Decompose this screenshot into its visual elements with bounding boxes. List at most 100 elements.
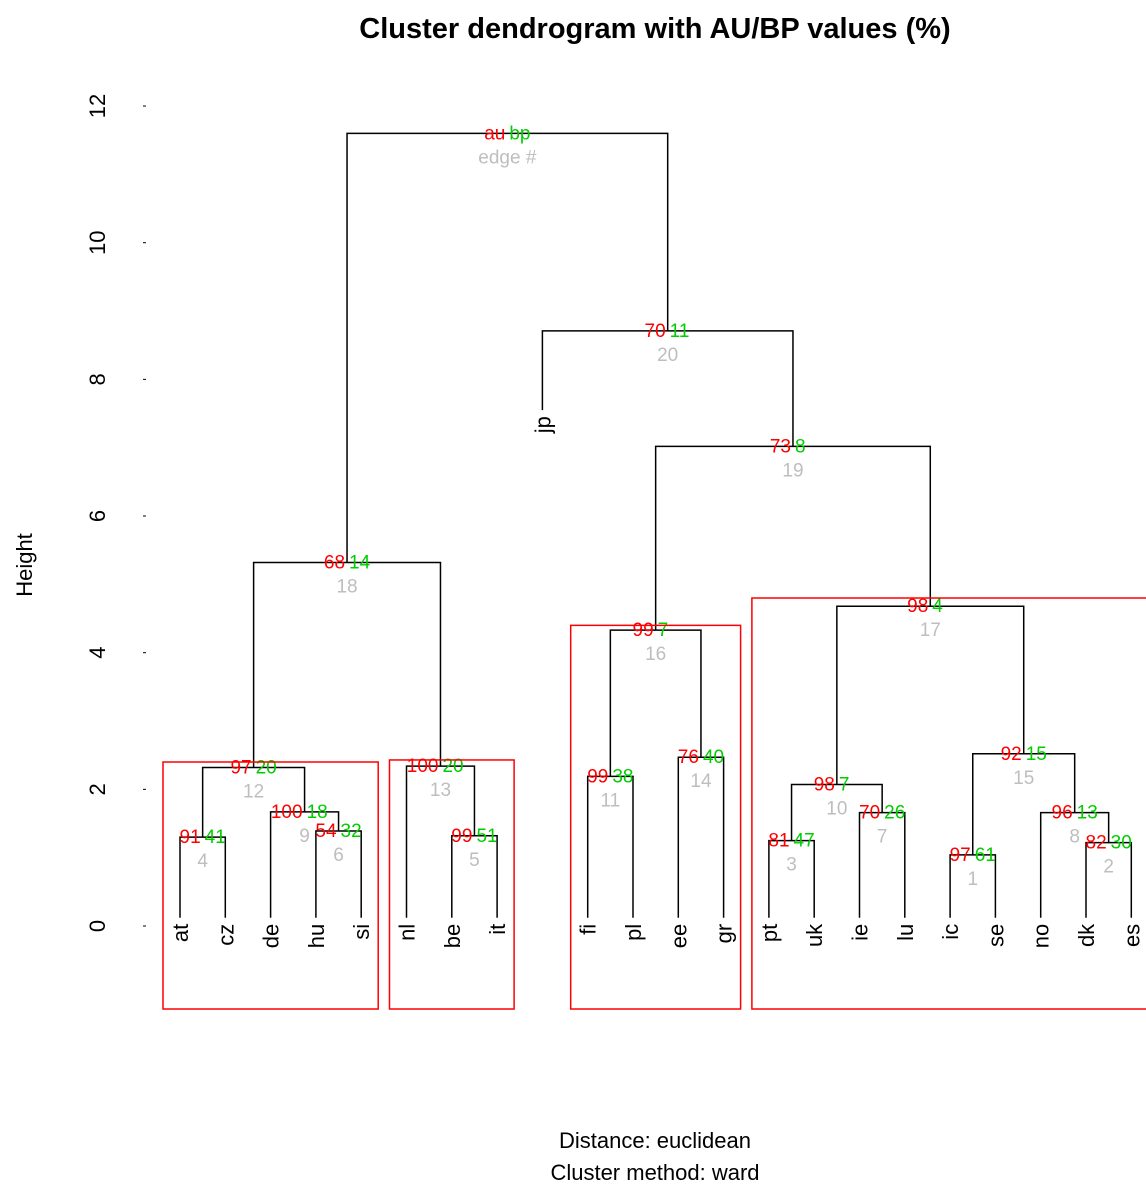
dendrogram-branch <box>836 605 1025 785</box>
dendrogram-branch <box>1085 841 1133 918</box>
leaf-label-ic: ic <box>938 924 963 940</box>
dendrogram-branch <box>405 765 476 918</box>
bp-value: 7 <box>839 775 850 796</box>
au-value: 100 <box>407 756 439 777</box>
leaf-label-dk: dk <box>1074 923 1099 947</box>
y-tick-label: 12 <box>85 94 110 118</box>
bp-value: 20 <box>442 756 463 777</box>
bp-value: bp <box>509 123 530 144</box>
leaf-label-no: no <box>1029 924 1054 948</box>
cluster-box <box>751 597 1146 1010</box>
leaf-label-at: at <box>168 924 193 942</box>
leaf-label-se: se <box>983 924 1008 947</box>
dendrogram-branch <box>949 854 997 918</box>
edge-number: 18 <box>336 576 357 597</box>
au-value: 96 <box>1052 803 1073 824</box>
leaf-label-jp: jp <box>530 416 555 434</box>
au-value: 82 <box>1086 833 1107 854</box>
au-value: 98 <box>907 596 928 617</box>
dendrogram-branch <box>346 132 669 563</box>
leaf-label-uk: uk <box>802 923 827 947</box>
edge-number: 7 <box>877 827 888 848</box>
leaf-label-de: de <box>259 924 284 948</box>
au-value: 73 <box>770 436 791 457</box>
leaf-label-cz: cz <box>213 924 238 946</box>
au-value: 81 <box>768 831 789 852</box>
au-value: 97 <box>230 757 251 778</box>
edge-number: 9 <box>299 826 310 847</box>
method-subtitle: Cluster method: ward <box>550 1160 759 1185</box>
leaf-labels: at cz de hu si nl be it jp fi pl ee gr pt uk ie lu ic se no… <box>168 416 1144 948</box>
edge-number: 13 <box>430 780 451 801</box>
y-tick-label: 6 <box>85 510 110 522</box>
bp-value: 11 <box>670 321 690 342</box>
au-value: 99 <box>633 620 654 641</box>
bp-value: 38 <box>612 766 633 787</box>
au-value: 97 <box>950 845 971 866</box>
bp-value: 41 <box>205 827 226 848</box>
dendrogram-branch <box>451 835 498 918</box>
edge-number: 15 <box>1013 768 1034 789</box>
leaf-label-si: si <box>349 924 374 940</box>
edge-number: edge # <box>478 147 537 168</box>
y-tick-label: 0 <box>85 920 110 932</box>
leaf-label-ee: ee <box>666 924 691 948</box>
edge-number: 17 <box>920 620 941 641</box>
edge-number: 5 <box>469 850 480 871</box>
bp-value: 20 <box>256 757 277 778</box>
edge-number: 6 <box>333 845 344 866</box>
y-tick-label: 2 <box>85 783 110 795</box>
bp-value: 51 <box>476 826 497 847</box>
dendrogram-branch <box>179 836 227 918</box>
au-value: 98 <box>814 775 835 796</box>
leaf-label-hu: hu <box>304 924 329 948</box>
au-value: 91 <box>180 827 201 848</box>
edge-number: 20 <box>657 345 678 366</box>
edge-number: 12 <box>243 781 264 802</box>
bp-value: 8 <box>795 436 806 457</box>
bp-value: 47 <box>794 831 815 852</box>
edge-number: 16 <box>645 644 666 665</box>
bp-value: 14 <box>349 552 371 573</box>
leaf-label-be: be <box>440 924 465 948</box>
au-value: 92 <box>1001 744 1022 765</box>
edge-number: 10 <box>826 799 847 820</box>
leaf-label-es: es <box>1119 924 1144 947</box>
leaf-label-it: it <box>485 924 510 935</box>
au-value: 100 <box>271 802 303 823</box>
bp-value: 15 <box>1026 744 1047 765</box>
leaf-label-nl: nl <box>395 924 420 941</box>
dendrogram-branch <box>790 783 883 841</box>
cluster-box <box>569 624 742 1010</box>
edge-number: 14 <box>690 771 712 792</box>
edge-number: 2 <box>1103 857 1114 878</box>
au-value: 99 <box>451 826 472 847</box>
au-value: 76 <box>678 747 699 768</box>
bp-value: 7 <box>658 620 669 641</box>
y-axis-label: Height <box>12 533 37 597</box>
cluster-box <box>388 759 515 1010</box>
edge-number: 8 <box>1069 827 1080 848</box>
au-value: 68 <box>324 552 345 573</box>
y-tick-label: 8 <box>85 373 110 385</box>
dendrogram-branch <box>269 811 340 918</box>
leaf-label-pt: pt <box>757 924 782 942</box>
bp-value: 26 <box>884 803 905 824</box>
chart-title: Cluster dendrogram with AU/BP values (%) <box>359 13 950 45</box>
bp-value: 18 <box>307 802 328 823</box>
bp-value: 30 <box>1111 833 1132 854</box>
bp-value: 40 <box>703 747 724 768</box>
cluster-box <box>162 761 379 1010</box>
leaf-label-lu: lu <box>893 924 918 941</box>
au-value: 99 <box>587 766 608 787</box>
au-value: 70 <box>859 803 880 824</box>
cluster-boxes <box>162 597 1146 1010</box>
au-value: 54 <box>315 821 337 842</box>
leaf-label-pl: pl <box>621 924 646 941</box>
edge-number: 19 <box>782 460 803 481</box>
leaf-label-fi: fi <box>576 924 601 935</box>
dendrogram-branches <box>179 132 1133 918</box>
y-tick-label: 10 <box>85 230 110 254</box>
